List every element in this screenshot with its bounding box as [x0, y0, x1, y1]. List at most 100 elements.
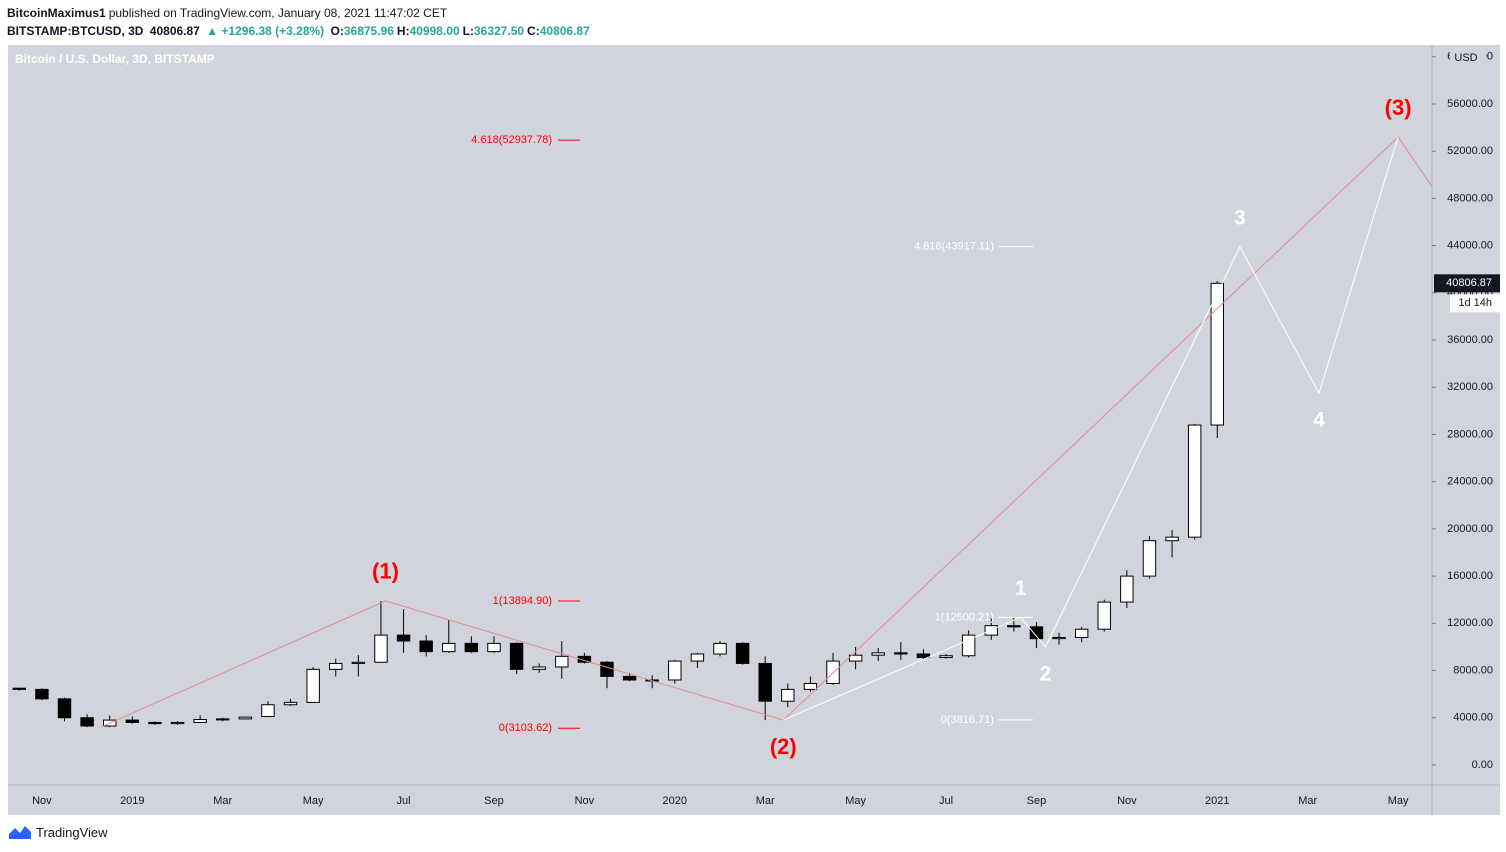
x-tick-label: 2020 [663, 795, 687, 807]
candle-body [306, 668, 320, 703]
fib-label: 0(3103.62) [499, 722, 552, 734]
time-axis [8, 785, 1500, 815]
x-tick-label: Mar [213, 795, 232, 807]
price-axis [1432, 45, 1500, 785]
candle-body [713, 642, 727, 655]
candle-body [80, 717, 94, 727]
candle-body [1074, 628, 1089, 638]
candle-body [1052, 636, 1066, 640]
candle-body [351, 661, 366, 664]
y-tick-label: 32000.00 [1447, 381, 1493, 393]
candle-body [464, 642, 479, 653]
candle-body [735, 642, 750, 664]
candle-body [125, 719, 140, 723]
price-tag: 40806.87 1d 14h [1434, 274, 1500, 313]
symbol-line: BITSTAMP:BTCUSD, 3D 40806.87 ▲ +1296.38 … [7, 22, 596, 40]
y-tick-label: 36000.00 [1447, 334, 1493, 346]
logo [9, 826, 31, 839]
ohlc-label: L: [462, 24, 474, 38]
x-tick-label: May [845, 795, 866, 807]
candle-body [961, 634, 976, 657]
candle-body [57, 698, 72, 719]
ohlc-label: C: [527, 24, 540, 38]
fib-label: 4.618(52937.78) [471, 134, 552, 146]
candle-body [803, 683, 818, 690]
x-tick-label: May [303, 795, 324, 807]
y-tick-label: 8000.00 [1453, 664, 1493, 676]
candle-body [1007, 625, 1021, 628]
candle-body [1142, 540, 1157, 577]
candle-body [622, 675, 637, 681]
candles [12, 281, 1224, 728]
brand: TradingView [36, 824, 108, 840]
candle-body [894, 652, 908, 655]
y-tick-label: 4000.00 [1453, 712, 1493, 724]
candle-body [35, 688, 49, 700]
candle-body [871, 652, 885, 656]
waves: (1) (2) (3) 1 2 3 4 [100, 95, 1433, 759]
y-tick-label: 48000.00 [1447, 192, 1493, 204]
wave-label: 3 [1234, 206, 1246, 229]
candle-body [939, 655, 953, 659]
countdown-box [1450, 294, 1500, 313]
candle-body [193, 718, 207, 723]
fib-label: 1(13894.90) [493, 595, 552, 607]
candle-body [758, 662, 772, 702]
candle-body [238, 716, 253, 720]
wave-label: 1 [1015, 577, 1027, 600]
candle-body [1165, 536, 1179, 542]
publish-line: BitcoinMaximus1 published on TradingView.… [7, 4, 596, 22]
candle-body [690, 653, 705, 662]
last-price: 40806.87 [1446, 277, 1492, 289]
ohlc-value: 36875.96 [343, 24, 394, 38]
wave-label: (3) [1385, 95, 1412, 120]
candle-body [487, 642, 501, 653]
x-tick-label: Jul [939, 795, 953, 807]
candle-body [509, 642, 524, 670]
x-tick-label: Mar [756, 795, 775, 807]
y-tick-label: 52000.00 [1447, 145, 1493, 157]
candle-body [148, 721, 162, 725]
ohlc-value: 40998.00 [409, 24, 460, 38]
candle-body [419, 640, 433, 653]
y-tick-label: 44000.00 [1447, 240, 1493, 252]
ohlc-label: O: [330, 24, 344, 38]
candle-body [532, 666, 546, 670]
wave-label: (1) [372, 559, 399, 584]
candle-body [1120, 575, 1134, 603]
logo-shape [9, 826, 31, 839]
ohlc-value: 40806.87 [539, 24, 590, 38]
header: BitcoinMaximus1 published on TradingView.… [7, 4, 596, 40]
candle-body [1097, 601, 1111, 630]
x-tick-label: Mar [1298, 795, 1317, 807]
fib-label: 0(3816.71) [941, 714, 994, 726]
last-price-box [1434, 274, 1500, 293]
ticks: 0.00 4000.00 8000.00 12000.00 16000.00 20000.… [32, 51, 1493, 807]
fib-label: 4.618(43917.11) [914, 241, 994, 253]
plot-area [8, 45, 1432, 785]
candle-body [1187, 424, 1202, 538]
wave-label: (2) [770, 734, 797, 759]
candle-body [668, 660, 682, 681]
x-tick-label: Jul [397, 795, 411, 807]
x-tick-label: May [1388, 795, 1409, 807]
change: ▲ +1296.38 (+3.28%) [206, 24, 325, 38]
chart-title: Bitcoin / U.S. Dollar, 3D, BITSTAMP [15, 52, 215, 66]
x-tick-label: Nov [1117, 795, 1137, 807]
y-tick-label: 0.00 [1472, 759, 1493, 771]
candle-body [577, 655, 592, 663]
candle-body [283, 701, 298, 706]
candle-body [396, 634, 411, 642]
currency: USD [1454, 52, 1477, 64]
candle-body [374, 634, 388, 663]
wave-line [100, 136, 1433, 728]
y-tick-label: 20000.00 [1447, 523, 1493, 535]
wave-label: 2 [1040, 662, 1052, 685]
x-tick-label: 2019 [120, 795, 144, 807]
x-tick-label: Nov [575, 795, 595, 807]
published: published on TradingView.com, January 08… [108, 6, 448, 20]
footer: TradingView [8, 824, 108, 840]
y-tick-label: 56000.00 [1447, 98, 1493, 110]
symbol: BITSTAMP:BTCUSD, 3D [7, 24, 144, 38]
